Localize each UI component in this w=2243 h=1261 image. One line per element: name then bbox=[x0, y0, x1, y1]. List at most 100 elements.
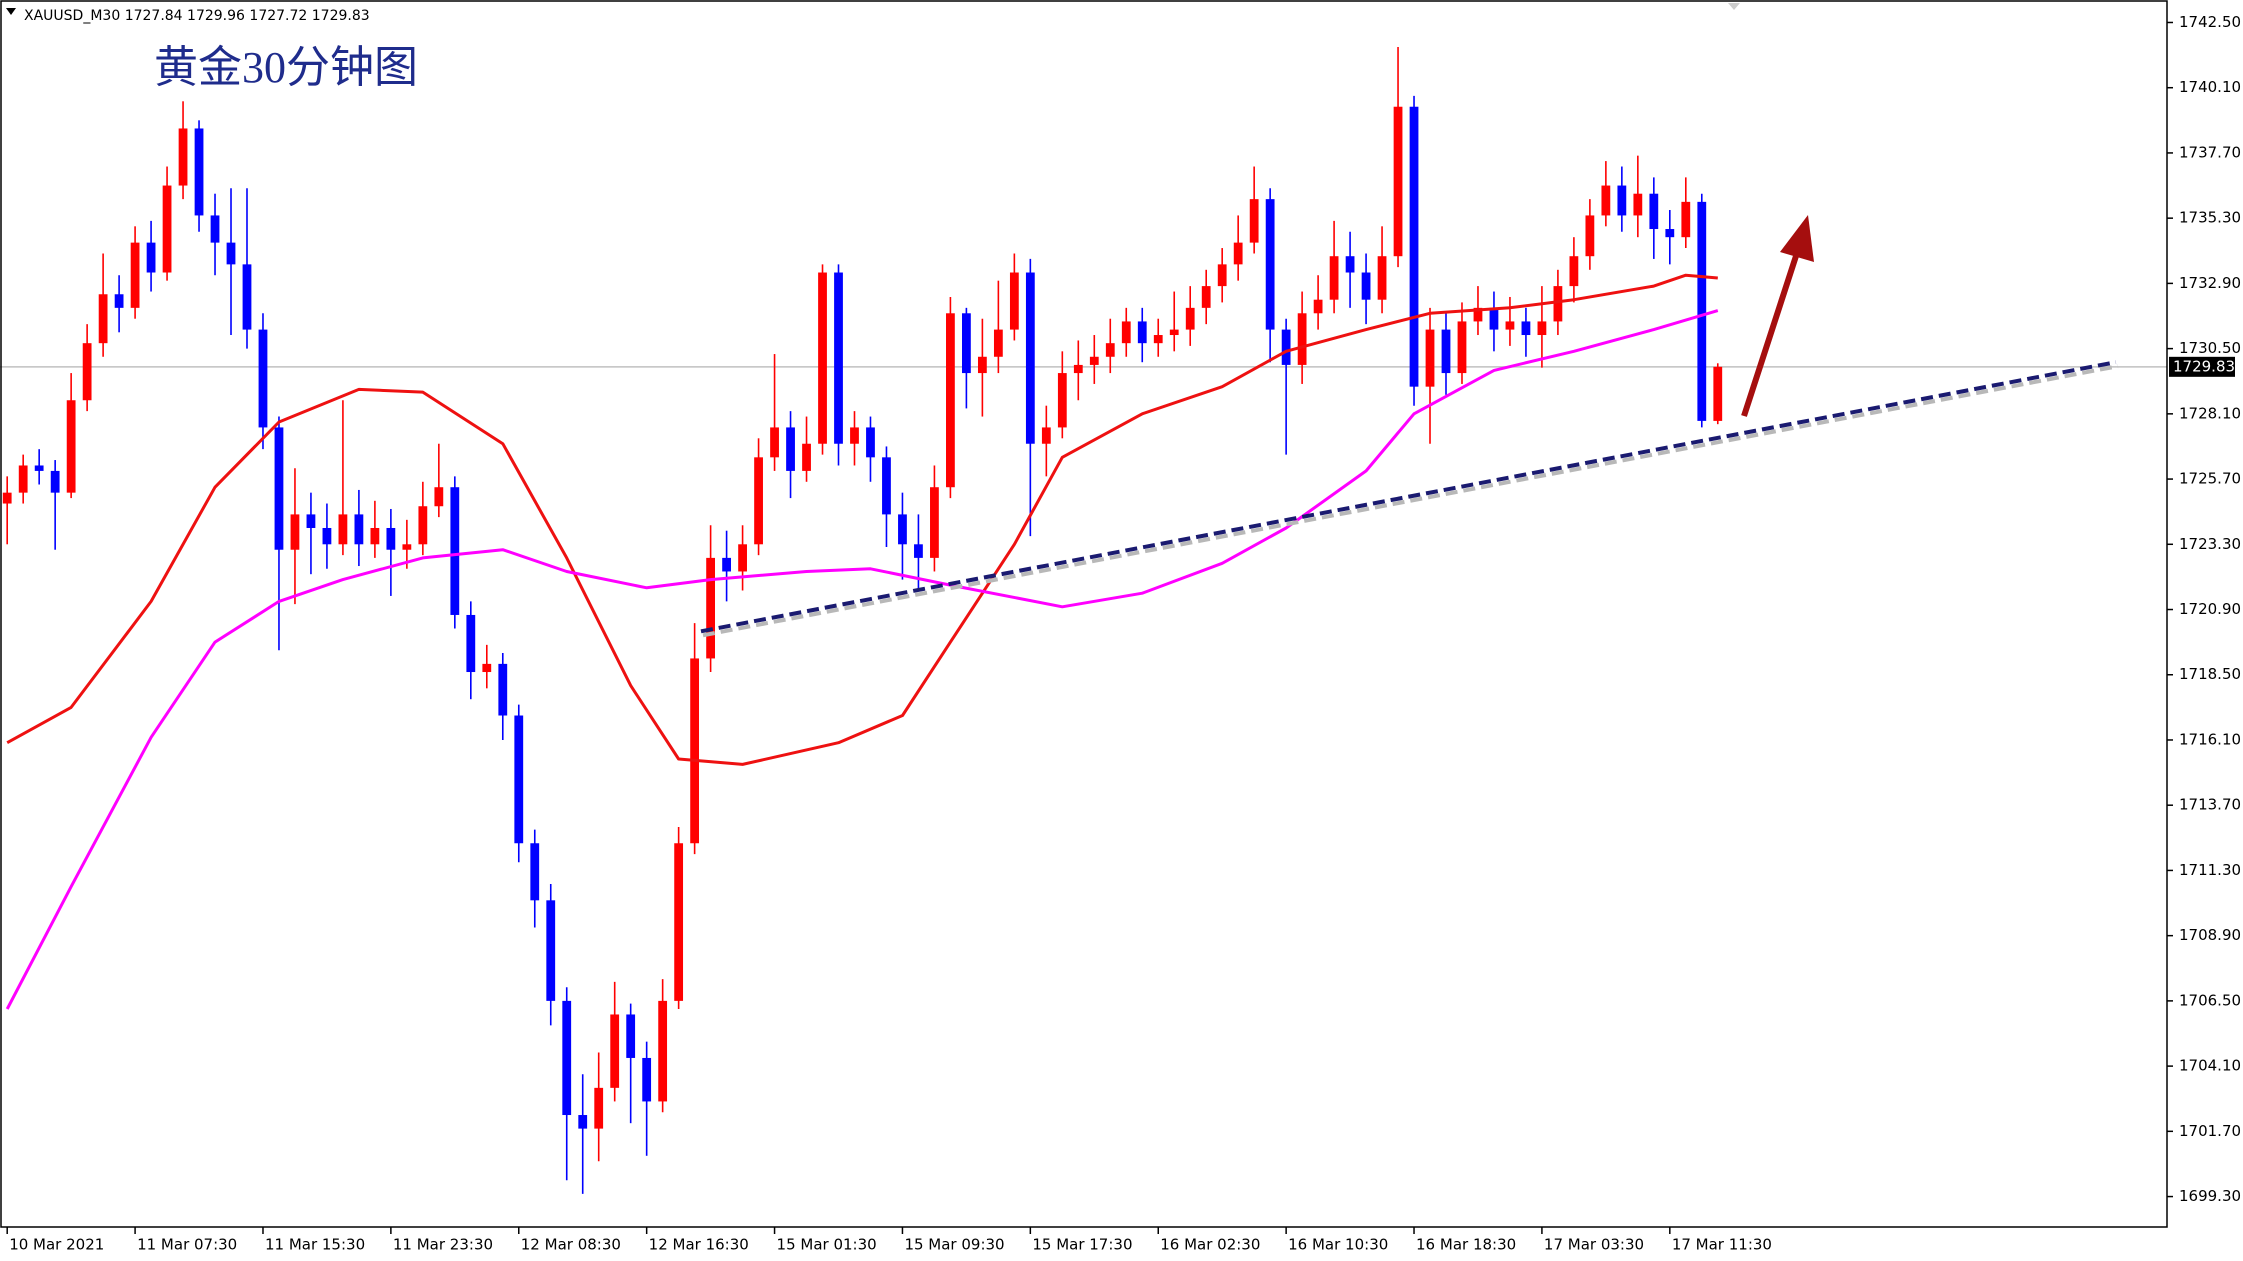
x-tick-label: 11 Mar 23:30 bbox=[393, 1236, 493, 1254]
candle-body bbox=[386, 527, 396, 550]
candle-body bbox=[1633, 193, 1643, 216]
candle-body bbox=[1345, 256, 1355, 273]
candle-body bbox=[354, 514, 364, 545]
candle-body bbox=[1393, 106, 1403, 257]
candle-body bbox=[1089, 356, 1099, 365]
y-tick-label: 1713.70 bbox=[2179, 796, 2241, 814]
y-tick-label: 1737.70 bbox=[2179, 143, 2241, 161]
candle-body bbox=[1521, 321, 1531, 336]
candle-body bbox=[562, 1000, 572, 1116]
candle-body bbox=[498, 663, 508, 716]
menu-triangle[interactable] bbox=[6, 8, 16, 15]
y-tick-label: 1711.30 bbox=[2179, 861, 2241, 879]
candle-body bbox=[1121, 321, 1131, 344]
x-tick-label: 12 Mar 16:30 bbox=[649, 1236, 749, 1254]
candle-body bbox=[658, 1000, 668, 1102]
x-tick-label: 16 Mar 02:30 bbox=[1160, 1236, 1260, 1254]
candle-body bbox=[1041, 427, 1051, 444]
arrow-shaft bbox=[1741, 255, 1799, 417]
candle-body bbox=[50, 470, 60, 493]
candle-body bbox=[690, 658, 700, 844]
candle-body bbox=[1409, 106, 1419, 387]
candle-body bbox=[1073, 364, 1083, 374]
header: XAUUSD_M30 1727.84 1729.96 1727.72 1729.… bbox=[24, 8, 370, 24]
shift-marker bbox=[1728, 3, 1740, 10]
candle-body bbox=[977, 356, 987, 374]
moving-average bbox=[6, 273, 1718, 766]
ohlc-high: 1729.96 bbox=[187, 8, 245, 24]
y-tick-label: 1699.30 bbox=[2179, 1187, 2241, 1205]
candle-body bbox=[258, 329, 268, 428]
candle-body bbox=[1201, 286, 1211, 308]
candle-body bbox=[306, 514, 316, 528]
candle-body bbox=[1153, 335, 1163, 344]
x-tick-label: 15 Mar 01:30 bbox=[777, 1236, 877, 1254]
candle-body bbox=[1137, 321, 1147, 344]
candle-body bbox=[850, 427, 859, 444]
candle-body bbox=[66, 400, 76, 493]
candle-body bbox=[930, 487, 939, 558]
candle-body bbox=[1233, 242, 1243, 265]
candle-body bbox=[1569, 256, 1579, 287]
candle-body bbox=[210, 215, 220, 243]
y-tick-label: 1716.10 bbox=[2179, 730, 2241, 748]
candle-body bbox=[1265, 199, 1275, 330]
candle-body bbox=[610, 1014, 620, 1088]
y-tick-label: 1723.30 bbox=[2179, 535, 2241, 553]
trendline bbox=[700, 360, 2117, 634]
candle-body bbox=[1649, 193, 1659, 230]
x-tick-label: 16 Mar 10:30 bbox=[1288, 1236, 1388, 1254]
candle-body bbox=[242, 264, 252, 330]
plot-frame bbox=[0, 0, 2168, 1228]
candle-body bbox=[1025, 272, 1035, 444]
candle-body bbox=[1057, 373, 1067, 428]
x-tick-label: 10 Mar 2021 bbox=[9, 1236, 104, 1254]
price-label: 1729.83 bbox=[2173, 357, 2235, 375]
candle-body bbox=[594, 1087, 604, 1129]
candle-body bbox=[82, 343, 92, 401]
candle-body bbox=[370, 527, 380, 545]
candle-body bbox=[34, 465, 44, 471]
candle-body bbox=[834, 272, 843, 444]
candle-body bbox=[1105, 343, 1115, 357]
candle-body bbox=[1489, 307, 1499, 330]
candle-body bbox=[482, 663, 492, 673]
candle-body bbox=[338, 514, 348, 545]
ohlc-low: 1727.72 bbox=[249, 8, 307, 24]
x-tick-label: 12 Mar 08:30 bbox=[521, 1236, 621, 1254]
y-tick-label: 1740.10 bbox=[2179, 78, 2241, 96]
candle-body bbox=[1697, 201, 1707, 421]
moving-average bbox=[5, 309, 1719, 1010]
symbol: XAUUSD_M30 bbox=[24, 8, 120, 24]
candle-body bbox=[530, 843, 540, 901]
y-tick-label: 1735.30 bbox=[2179, 209, 2241, 227]
candle-body bbox=[1473, 307, 1483, 322]
y-tick-label: 1708.90 bbox=[2179, 926, 2241, 944]
candle-body bbox=[962, 313, 971, 374]
x-tick-label: 15 Mar 09:30 bbox=[904, 1236, 1004, 1254]
candle-body bbox=[418, 506, 428, 545]
trendline-shadow bbox=[702, 364, 2119, 638]
candle-body bbox=[1681, 201, 1691, 238]
candle-body bbox=[1665, 229, 1675, 238]
candle-body bbox=[114, 294, 124, 308]
candle-body bbox=[1297, 313, 1307, 365]
candle-body bbox=[1601, 185, 1611, 216]
y-tick-label: 1730.50 bbox=[2179, 339, 2241, 357]
x-tick-label: 17 Mar 11:30 bbox=[1672, 1236, 1772, 1254]
y-tick-label: 1732.90 bbox=[2179, 274, 2241, 292]
chart-title: 黄金30分钟图 bbox=[154, 43, 418, 92]
candle-body bbox=[1457, 321, 1467, 374]
candle-body bbox=[674, 843, 684, 1001]
y-tick-label: 1728.10 bbox=[2179, 404, 2241, 422]
candle-body bbox=[226, 242, 236, 265]
candle-body bbox=[1281, 329, 1291, 365]
candle-body bbox=[1329, 256, 1339, 300]
candle-body bbox=[402, 544, 412, 550]
y-tick-label: 1720.90 bbox=[2179, 600, 2241, 618]
candle-body bbox=[274, 427, 284, 550]
candle-body bbox=[1505, 321, 1515, 330]
